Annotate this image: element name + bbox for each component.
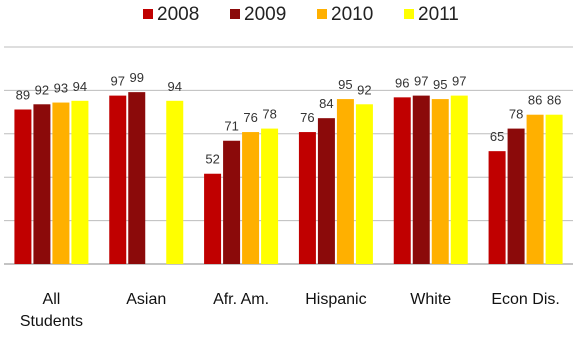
- data-label: 89: [16, 87, 30, 102]
- category-label: Afr. Am.: [213, 291, 269, 308]
- grid-lines: [4, 46, 573, 265]
- legend-swatch: [230, 9, 240, 19]
- legend-label: 2008: [157, 4, 199, 25]
- data-label: 76: [243, 110, 257, 125]
- category-label: Asian: [126, 291, 166, 308]
- bar-2010: [336, 99, 354, 264]
- bar-2010: [526, 114, 544, 264]
- data-label: 86: [528, 93, 542, 108]
- bar-2009: [223, 140, 241, 264]
- bar-2008: [204, 173, 222, 264]
- category-label: Hispanic: [305, 291, 366, 308]
- category-labels: All Students Asian Afr. Am. Hispanic White Eco…: [20, 291, 560, 330]
- data-label: 76: [300, 110, 314, 125]
- bar-2011: [450, 95, 468, 264]
- bar-2010: [431, 99, 449, 264]
- data-label: 52: [205, 152, 219, 167]
- bar-2010: [242, 132, 260, 264]
- category-label: All: [43, 291, 61, 308]
- data-label: 97: [111, 74, 125, 89]
- data-label: 99: [130, 70, 144, 85]
- data-label: 94: [73, 79, 87, 94]
- value-labels: 89 92 93 94 97 99 94 52 71 76 78 76 84 95 92 96 97 95 97 65…: [16, 70, 562, 167]
- legend-label: 2009: [244, 4, 286, 25]
- bar-2008: [109, 95, 127, 264]
- bar-2010: [52, 102, 70, 264]
- category-label: White: [410, 291, 451, 308]
- bar-2011: [355, 104, 373, 265]
- data-label: 86: [547, 93, 561, 108]
- bar-2011: [261, 128, 279, 264]
- bar-2008: [488, 151, 506, 264]
- data-label: 78: [262, 107, 276, 122]
- bar-2009: [412, 95, 430, 264]
- bar-2011: [166, 100, 184, 264]
- data-label: 95: [338, 77, 352, 92]
- bar-2009: [507, 128, 525, 264]
- bar-2008: [298, 132, 316, 264]
- data-label: 65: [490, 129, 504, 144]
- legend-swatch: [317, 9, 327, 19]
- bar-2008: [14, 109, 32, 264]
- category-label: Students: [20, 313, 83, 330]
- bar-2009: [317, 118, 335, 265]
- bar-2011: [71, 100, 89, 264]
- data-label: 84: [319, 96, 333, 111]
- data-label: 93: [54, 81, 68, 96]
- legend-label: 2011: [418, 4, 459, 25]
- data-label: 78: [509, 107, 523, 122]
- bar-2009: [128, 92, 146, 264]
- legend: 2008 2009 2010 2011: [143, 4, 459, 25]
- legend-swatch: [404, 9, 414, 19]
- legend-swatch: [143, 9, 153, 19]
- bar-2008: [393, 97, 411, 265]
- data-label: 92: [357, 82, 371, 97]
- bars: [14, 92, 563, 265]
- data-label: 97: [452, 74, 466, 89]
- data-label: 94: [168, 79, 182, 94]
- data-label: 71: [224, 119, 238, 134]
- bar-2011: [545, 114, 563, 264]
- category-label: Econ Dis.: [491, 291, 559, 308]
- data-label: 96: [395, 75, 409, 90]
- data-label: 97: [414, 74, 428, 89]
- legend-label: 2010: [331, 4, 373, 25]
- data-label: 95: [433, 77, 447, 92]
- bar-2009: [33, 104, 51, 265]
- data-label: 92: [35, 82, 49, 97]
